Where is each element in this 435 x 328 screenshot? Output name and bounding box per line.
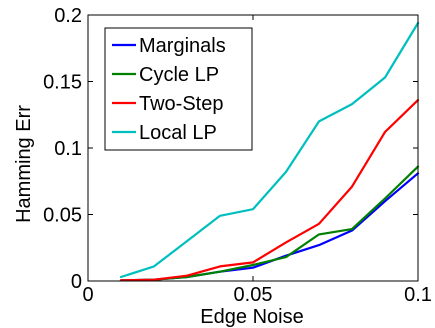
plot-area-frame [87,14,419,282]
x-axis-label: Edge Noise [200,306,303,328]
series-line-cycle-lp [119,165,420,282]
series-group [119,21,420,282]
y-tick-label: 0.2 [54,5,82,27]
axis-ticks: 0 0.05 0.1 0 0.05 0.1 0.15 0.2 [43,5,432,306]
legend-label-two-step: Two-Step [139,93,223,115]
y-tick-label: 0.05 [43,205,82,227]
y-tick-label: 0 [71,271,82,293]
y-axis-label: Hamming Err [13,105,35,223]
legend-label-cycle-lp: Cycle LP [139,64,219,86]
legend-label-local-lp: Local LP [139,122,217,144]
legend-box [104,27,253,151]
series-line-local-lp [119,21,420,279]
legend-label-marginals: Marginals [139,35,226,57]
y-tick-label: 0.1 [54,138,82,160]
x-tick-label: 0.1 [404,284,432,306]
y-tick-label: 0.15 [43,72,82,94]
x-tick-label: 0.05 [234,284,273,306]
series-line-two-step [119,98,420,282]
y-axis-label-group: Hamming Err [13,105,35,223]
x-tick-label: 0 [82,284,93,306]
legend: Marginals Cycle LP Two-Step Local LP [104,27,253,151]
